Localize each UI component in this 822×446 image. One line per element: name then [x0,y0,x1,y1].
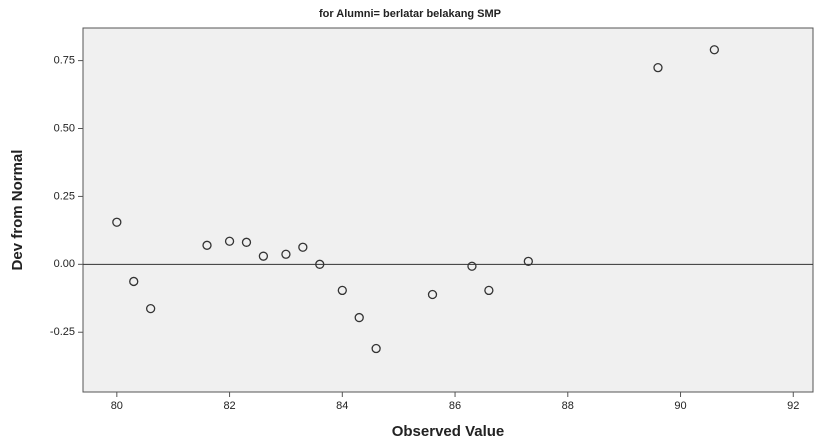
point [202,240,212,250]
point [129,276,139,287]
point [484,285,494,296]
point [371,343,381,354]
x-tick-label: 86 [449,400,461,412]
point [337,285,347,296]
y-tick-label: 0.00 [54,258,75,270]
y-tick-label: 0.50 [54,122,75,134]
x-tick-label: 84 [336,400,348,412]
chart-title: for Alumni= berlatar belakang SMP [319,8,501,20]
point [354,312,364,323]
point [145,303,156,314]
point [298,242,308,252]
point [241,237,252,247]
point [281,249,291,259]
point [523,256,533,266]
x-tick-label: 88 [562,400,574,412]
x-axis-label: Observed Value [392,423,505,440]
point [112,217,122,227]
point [709,45,720,55]
x-tick-label: 92 [787,400,799,412]
y-tick-label: -0.25 [50,326,75,338]
y-tick-label: 0.75 [54,55,75,67]
y-axis-label: Dev from Normal [9,150,26,271]
point [653,63,663,73]
plot-area [82,27,814,393]
point [258,251,269,261]
x-tick-label: 90 [674,400,686,412]
point [224,236,235,246]
point [467,261,477,271]
y-tick-label: 0.25 [54,190,75,202]
point [315,259,325,269]
x-tick-label: 80 [111,400,123,412]
point [427,289,438,300]
x-tick-label: 82 [223,400,235,412]
